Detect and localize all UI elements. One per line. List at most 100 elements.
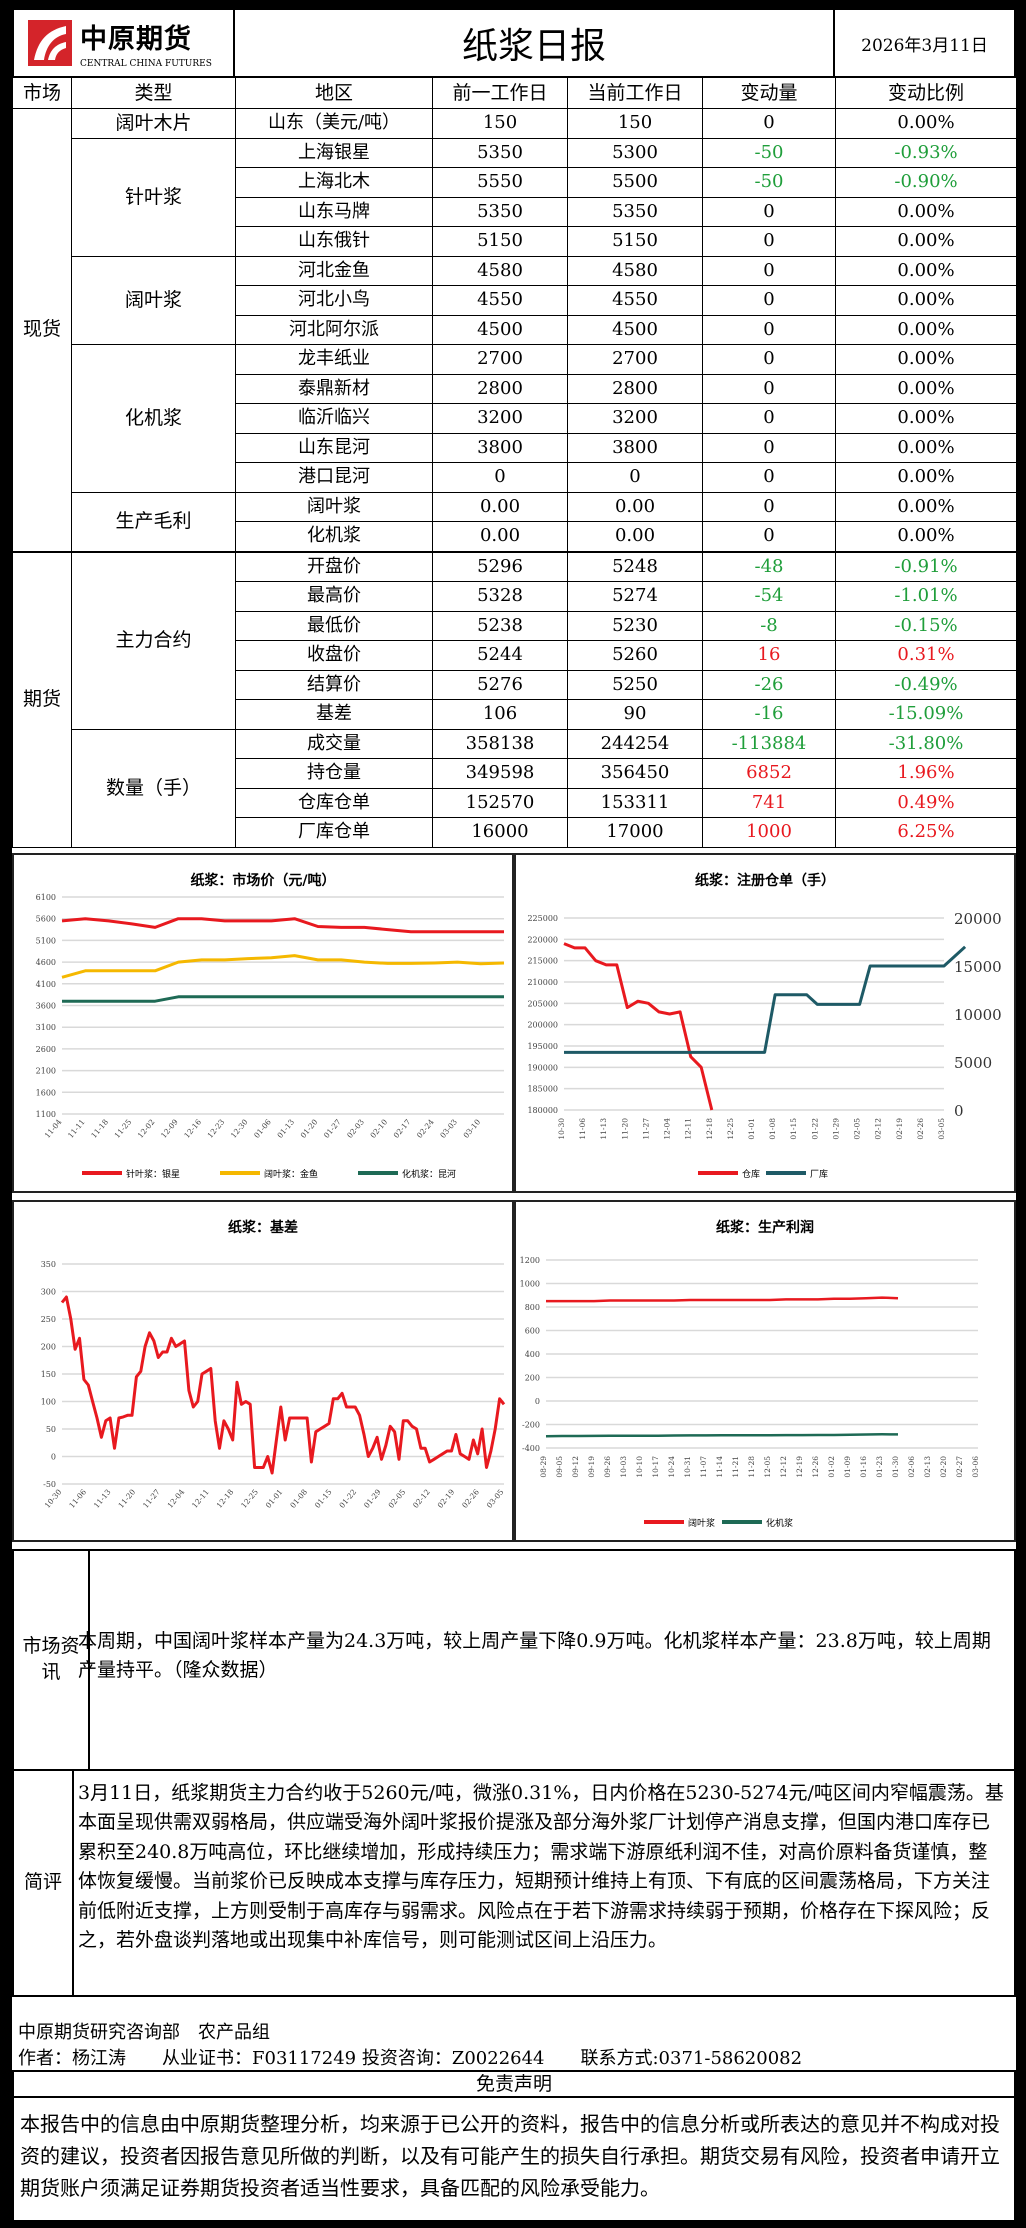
x-tick-label: 01-22 <box>337 1487 358 1510</box>
x-tick-label: 12-23 <box>206 1117 227 1140</box>
y-tick-label: 5100 <box>36 936 56 945</box>
region-cell: 港口昆河 <box>235 462 433 493</box>
table-row: 厂库仓单 16000 17000 1000 6.25% <box>13 817 1017 848</box>
change-cell: 0 <box>702 196 836 227</box>
department: 中原期货研究咨询部 农产品组 <box>18 2022 270 2043</box>
x-tick-label: 01-06 <box>252 1117 273 1140</box>
curr-cell: 5248 <box>567 551 703 582</box>
y-tick-label: 180000 <box>527 1106 558 1115</box>
table-row: 收盘价 5244 5260 16 0.31% <box>13 640 1017 671</box>
x-tick-label: 11-14 <box>715 1456 724 1478</box>
x-tick-label: 01-08 <box>768 1118 777 1140</box>
pct-cell: 0.00% <box>835 108 1017 139</box>
x-tick-label: 01-01 <box>264 1488 285 1510</box>
x-tick-label: 03-06 <box>971 1456 980 1478</box>
y-tick-label: 195000 <box>527 1042 558 1051</box>
curr-cell: 2700 <box>567 344 703 375</box>
prev-cell: 152570 <box>432 787 568 818</box>
x-tick-label: 12-25 <box>239 1487 260 1510</box>
x-tick-label: 11-27 <box>141 1487 162 1510</box>
comment-label: 简评 <box>14 1771 74 1995</box>
x-tick-label: 12-19 <box>795 1456 804 1478</box>
x-tick-label: 12-11 <box>190 1488 211 1510</box>
table-row: 仓库仓单 152570 153311 741 0.49% <box>13 787 1017 818</box>
type-cell: 针叶浆 <box>71 137 236 257</box>
x-tick-label: 02-24 <box>415 1117 436 1140</box>
pct-cell: 0.00% <box>835 432 1017 463</box>
y-tick-label: 4600 <box>36 958 56 967</box>
type-cell: 生产毛利 <box>71 491 236 552</box>
region-cell: 山东俄针 <box>235 226 433 257</box>
curr-cell: 4580 <box>567 255 703 286</box>
pct-cell: 0.00% <box>835 314 1017 345</box>
y-tick-label: 250 <box>41 1315 56 1324</box>
change-cell: 6852 <box>702 758 836 789</box>
pct-cell: 0.00% <box>835 285 1017 316</box>
region-cell: 仓库仓单 <box>235 787 433 818</box>
x-tick-label: 12-26 <box>811 1456 820 1478</box>
change-cell: -50 <box>702 137 836 168</box>
region-cell: 临沂临兴 <box>235 403 433 434</box>
series-line <box>61 954 505 979</box>
table-row: 生产毛利 阔叶浆 0.00 0.00 0 0.00% <box>13 491 1017 552</box>
market-cell: 现货 <box>12 108 72 552</box>
x-tick-label: 11-28 <box>747 1456 756 1478</box>
change-cell: 0 <box>702 344 836 375</box>
y-tick-label: 200000 <box>527 1021 558 1030</box>
y2-tick-label: 5000 <box>954 1054 992 1072</box>
logo-text: 中原期货 <box>80 24 192 55</box>
prev-cell: 5238 <box>432 610 568 641</box>
table-row: 数量（手） 成交量 358138 244254 -113884 -31.80% <box>13 728 1017 848</box>
x-tick-label: 10-24 <box>667 1456 676 1478</box>
table-row: 上海北木 5550 5500 -50 -0.90% <box>13 167 1017 198</box>
y2-tick-label: 15000 <box>954 958 1002 976</box>
region-cell: 上海银星 <box>235 137 433 168</box>
region-cell: 泰鼎新材 <box>235 373 433 404</box>
prev-cell: 4500 <box>432 314 568 345</box>
curr-cell: 0.00 <box>567 521 703 552</box>
region-cell: 最高价 <box>235 581 433 612</box>
type-cell: 主力合约 <box>71 551 236 730</box>
table-row: 阔叶浆 河北金鱼 4580 4580 0 0.00% <box>13 255 1017 345</box>
legend-label: 仓库 <box>742 1168 760 1180</box>
x-tick-label: 10-03 <box>619 1456 628 1478</box>
chart-title: 纸浆：市场价（元/吨） <box>190 872 335 889</box>
column-header: 变动量 <box>702 78 836 109</box>
pct-cell: -0.15% <box>835 610 1017 641</box>
region-cell: 河北小鸟 <box>235 285 433 316</box>
x-tick-label: 01-09 <box>843 1456 852 1478</box>
column-header: 前一工作日 <box>432 78 568 109</box>
y-tick-label: 150 <box>41 1370 56 1379</box>
x-tick-label: 02-12 <box>411 1487 432 1510</box>
x-tick-label: 09-19 <box>587 1456 596 1478</box>
change-cell: -16 <box>702 699 836 730</box>
x-tick-label: 12-25 <box>726 1118 735 1140</box>
x-tick-label: 01-02 <box>827 1456 836 1478</box>
prev-cell: 3200 <box>432 403 568 434</box>
x-tick-label: 01-30 <box>891 1456 900 1478</box>
y-tick-label: 2100 <box>36 1067 56 1076</box>
x-tick-label: 02-19 <box>895 1118 904 1140</box>
chart-warehouse-receipts: 纸浆：注册仓单（手） 180000 185000 190000 195000 200000… <box>514 853 1016 1193</box>
curr-cell: 4550 <box>567 285 703 316</box>
x-tick-label: 10-31 <box>683 1456 692 1478</box>
prev-cell: 16000 <box>432 817 568 848</box>
curr-cell: 5250 <box>567 669 703 700</box>
curr-cell: 0 <box>567 462 703 493</box>
change-cell: 0 <box>702 462 836 493</box>
comment-text: 3月11日，纸浆期货主力合约收于5260元/吨，微涨0.31%，日内价格在523… <box>78 1782 1004 1952</box>
x-tick-label: 11-27 <box>641 1118 650 1140</box>
x-tick-label: 11-25 <box>113 1117 134 1140</box>
y-tick-label: -50 <box>43 1480 56 1489</box>
x-tick-label: 02-03 <box>345 1117 366 1140</box>
pct-cell: 0.49% <box>835 787 1017 818</box>
curr-cell: 150 <box>567 108 703 139</box>
pct-cell: 0.00% <box>835 373 1017 404</box>
curr-cell: 244254 <box>567 728 703 759</box>
change-cell: 0 <box>702 314 836 345</box>
y-tick-label: 1000 <box>520 1280 540 1289</box>
market-cell: 期货 <box>12 551 72 848</box>
series-line <box>60 1295 506 1475</box>
y-tick-label: 0 <box>535 1397 540 1406</box>
x-tick-label: 11-04 <box>43 1117 64 1140</box>
